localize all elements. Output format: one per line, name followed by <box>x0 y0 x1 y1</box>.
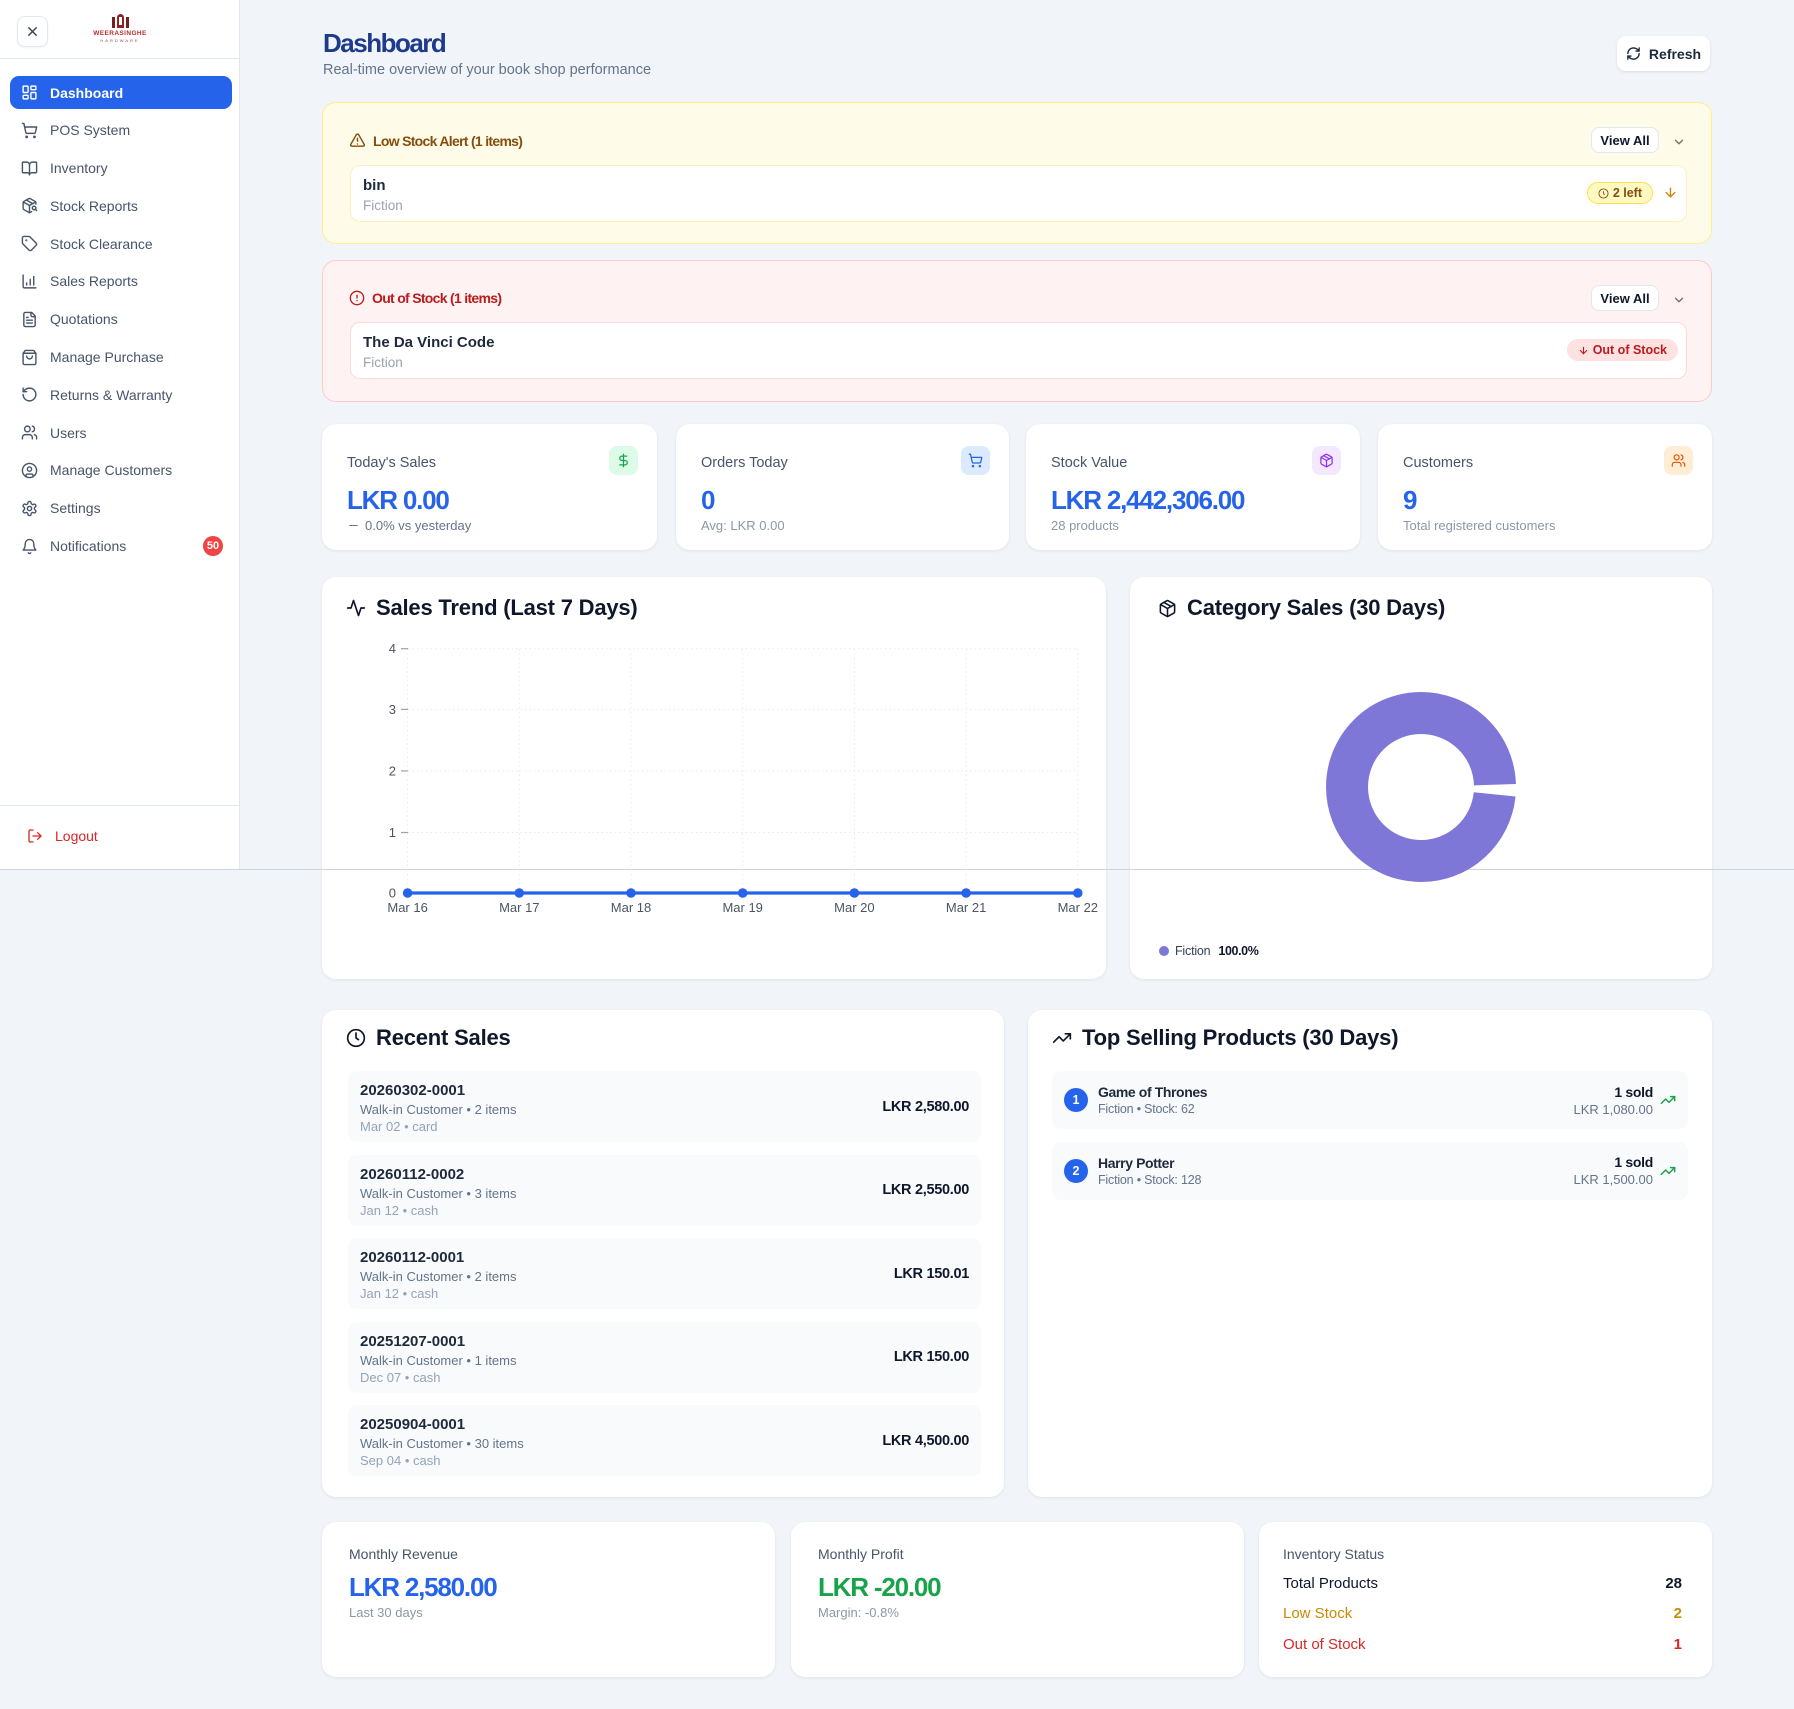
svg-text:0: 0 <box>389 886 396 901</box>
svg-text:Mar 19: Mar 19 <box>722 900 762 915</box>
svg-text:Mar 20: Mar 20 <box>834 900 874 915</box>
svg-text:Mar 22: Mar 22 <box>1058 900 1098 915</box>
svg-text:4: 4 <box>389 641 396 656</box>
svg-text:Mar 21: Mar 21 <box>946 900 986 915</box>
svg-text:2: 2 <box>389 763 396 778</box>
svg-text:Mar 18: Mar 18 <box>611 900 651 915</box>
svg-text:1: 1 <box>389 825 396 840</box>
svg-text:3: 3 <box>389 702 396 717</box>
svg-text:Mar 17: Mar 17 <box>499 900 539 915</box>
svg-text:Mar 16: Mar 16 <box>387 900 427 915</box>
